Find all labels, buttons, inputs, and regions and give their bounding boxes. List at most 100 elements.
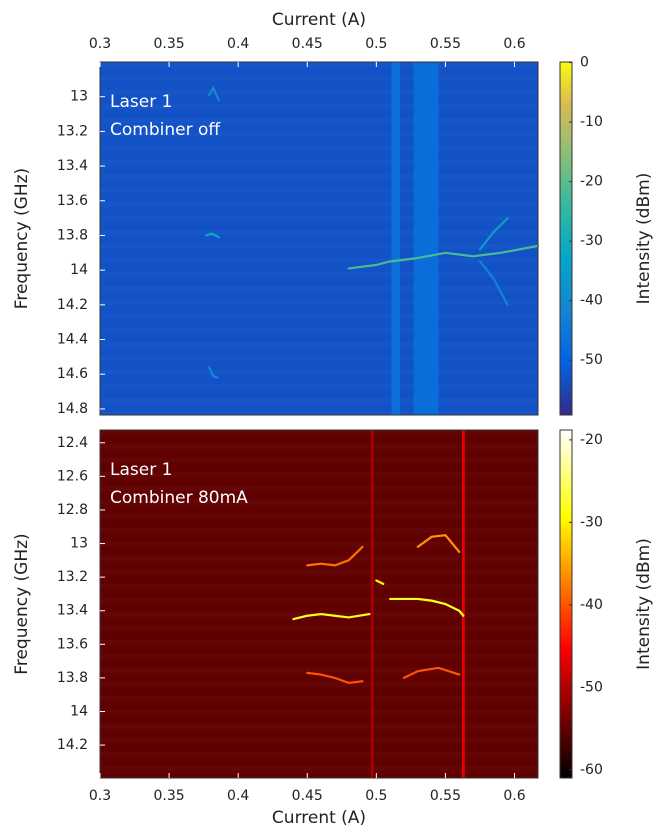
- texture: [100, 230, 538, 235]
- texture: [100, 188, 538, 193]
- y-tick-label: 14.6: [57, 366, 88, 382]
- x-tick-label: 0.45: [292, 788, 323, 804]
- texture: [100, 300, 538, 305]
- trace: [402, 666, 461, 679]
- annotation: Combiner off: [110, 120, 221, 140]
- x-tick-label: 0.45: [292, 36, 323, 52]
- y-tick-label: 13.8: [57, 227, 88, 243]
- trace: [375, 579, 385, 585]
- x-tick-label: 0.55: [430, 36, 461, 52]
- texture: [100, 654, 538, 659]
- texture: [100, 682, 538, 687]
- texture: [100, 370, 538, 375]
- colorbar-tick-label: -60: [580, 762, 603, 778]
- annotation: Laser 1: [110, 460, 172, 480]
- trace: [478, 217, 509, 251]
- y-tick-label: 13.4: [57, 603, 88, 619]
- y-tick-label: 14.2: [57, 737, 88, 753]
- x-tick-label: 0.35: [153, 788, 184, 804]
- colorbar-tick-label: -50: [580, 352, 603, 368]
- colorbar-tick-label: -40: [580, 293, 603, 309]
- y-tick-label: 14.2: [57, 297, 88, 313]
- stripe: [391, 62, 400, 415]
- texture: [100, 62, 538, 67]
- texture: [100, 696, 538, 701]
- plot-frame: [99, 429, 539, 779]
- texture: [100, 668, 538, 673]
- trace: [205, 232, 220, 239]
- y-tick-label: 14: [70, 262, 88, 278]
- texture: [100, 430, 538, 435]
- trace: [478, 260, 509, 306]
- texture: [100, 342, 538, 347]
- y-tick-label: 12.8: [57, 502, 88, 518]
- stripe: [413, 62, 439, 415]
- colorbar-tick-label: -40: [580, 597, 603, 613]
- x-tick-label: 0.5: [365, 788, 387, 804]
- trace: [389, 597, 465, 617]
- colorbar-tick-label: -20: [580, 432, 603, 448]
- colorbar-tick-label: -10: [580, 114, 603, 130]
- texture: [100, 556, 538, 561]
- texture: [100, 766, 538, 771]
- colorbar-title: Intensity (dBm): [634, 173, 654, 305]
- colorbar: [559, 61, 573, 416]
- trace: [208, 366, 219, 379]
- texture: [100, 76, 538, 81]
- texture: [100, 514, 538, 519]
- x-tick-label: 0.6: [503, 788, 525, 804]
- texture: [100, 710, 538, 715]
- y-tick-label: 14.8: [57, 401, 88, 417]
- colorbar-title: Intensity (dBm): [634, 538, 654, 670]
- texture: [100, 286, 538, 291]
- y-tick-label: 13.6: [57, 636, 88, 652]
- texture: [100, 146, 538, 151]
- texture: [100, 752, 538, 757]
- colorbar-tick-label: 0: [580, 55, 589, 71]
- x-tick-label: 0.55: [430, 788, 461, 804]
- texture: [100, 444, 538, 449]
- texture: [100, 244, 538, 249]
- texture: [100, 272, 538, 277]
- plot-frame: [99, 61, 539, 416]
- stripe: [370, 430, 374, 778]
- texture: [100, 356, 538, 361]
- texture: [100, 584, 538, 589]
- colorbar-tick-label: -20: [580, 174, 603, 190]
- texture: [100, 202, 538, 207]
- trace: [208, 85, 220, 102]
- texture: [100, 216, 538, 221]
- y-tick-label: 13.6: [57, 193, 88, 209]
- trace: [306, 671, 364, 685]
- texture: [100, 626, 538, 631]
- texture: [100, 570, 538, 575]
- colorbar-tick-label: -30: [580, 514, 603, 530]
- trace: [416, 533, 461, 554]
- heatmap-background: [100, 62, 538, 415]
- annotation: Combiner 80mA: [110, 488, 248, 508]
- annotation: Laser 1: [110, 92, 172, 112]
- trace: [306, 545, 364, 567]
- texture: [100, 398, 538, 403]
- y-tick-label: 12.6: [57, 468, 88, 484]
- y-tick-label: 13.2: [57, 123, 88, 139]
- x-axis-title: Current (A): [272, 808, 366, 828]
- x-tick-label: 0.3: [89, 788, 111, 804]
- texture: [100, 598, 538, 603]
- texture: [100, 160, 538, 165]
- x-tick-label: 0.4: [227, 36, 249, 52]
- trace: [347, 244, 540, 270]
- colorbar-tick-label: -50: [580, 679, 603, 695]
- y-tick-label: 13.2: [57, 569, 88, 585]
- texture: [100, 640, 538, 645]
- x-tick-label: 0.35: [153, 36, 184, 52]
- x-axis-title: Current (A): [272, 10, 366, 30]
- x-tick-label: 0.3: [89, 36, 111, 52]
- y-axis-title: Frequency (GHz): [12, 168, 32, 309]
- texture: [100, 314, 538, 319]
- colorbar-tick-label: -30: [580, 233, 603, 249]
- texture: [100, 528, 538, 533]
- y-tick-label: 13: [70, 536, 88, 552]
